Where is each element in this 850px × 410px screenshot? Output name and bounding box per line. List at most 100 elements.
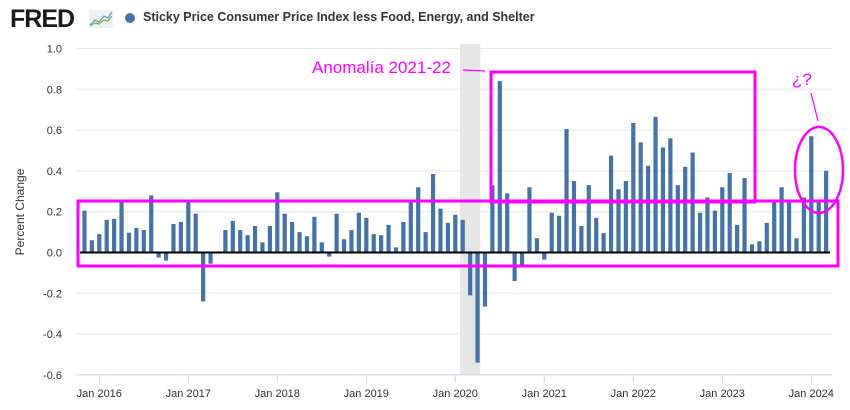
bar bbox=[416, 187, 421, 253]
bar bbox=[742, 178, 747, 253]
y-tick-label: -0.4 bbox=[43, 329, 62, 341]
bar bbox=[171, 223, 176, 253]
bar bbox=[245, 235, 250, 253]
bar bbox=[349, 230, 354, 253]
bar bbox=[208, 252, 213, 264]
bar bbox=[616, 189, 621, 253]
bar bbox=[104, 219, 109, 253]
y-tick-label: 1.0 bbox=[47, 44, 62, 56]
bar bbox=[601, 233, 606, 253]
bar bbox=[557, 215, 562, 253]
y-tick-label: 0.2 bbox=[47, 207, 62, 219]
bar bbox=[638, 142, 643, 253]
bar bbox=[542, 252, 547, 260]
bar bbox=[290, 221, 295, 253]
bar bbox=[141, 230, 146, 253]
line-chart-icon bbox=[89, 10, 113, 28]
bar bbox=[623, 181, 628, 253]
recession-band bbox=[460, 44, 481, 375]
x-tick-label: Jan 2017 bbox=[166, 388, 211, 400]
bar bbox=[809, 136, 814, 253]
x-tick-label: Jan 2016 bbox=[77, 388, 122, 400]
bar bbox=[364, 217, 369, 253]
anomaly-label: Anomalía 2021-22 bbox=[312, 58, 451, 77]
bar bbox=[260, 242, 265, 253]
bar bbox=[668, 138, 673, 253]
bar bbox=[386, 224, 391, 253]
bar bbox=[460, 219, 465, 253]
bar bbox=[594, 217, 599, 253]
bar bbox=[772, 201, 777, 253]
bar bbox=[801, 197, 806, 253]
legend-series-marker bbox=[125, 13, 135, 23]
bar bbox=[163, 252, 169, 261]
bar bbox=[319, 242, 324, 253]
bar bbox=[334, 213, 339, 253]
bar bbox=[816, 201, 821, 253]
chart-header: FRED Sticky Price Consumer Price Index l… bbox=[0, 0, 850, 36]
recent-spike-circle bbox=[793, 125, 845, 215]
bar bbox=[393, 247, 399, 253]
bar bbox=[341, 239, 347, 253]
bar bbox=[549, 212, 554, 253]
bar bbox=[156, 252, 161, 258]
bar bbox=[727, 172, 732, 253]
x-tick-label: Jan 2021 bbox=[522, 388, 567, 400]
bar bbox=[82, 210, 87, 253]
bar bbox=[97, 234, 102, 253]
bar bbox=[89, 240, 94, 253]
bar bbox=[112, 218, 117, 253]
bar bbox=[282, 213, 287, 253]
x-tick-label: Jan 2019 bbox=[344, 388, 389, 400]
bar bbox=[779, 187, 784, 253]
bar bbox=[327, 252, 332, 257]
bar bbox=[653, 116, 658, 253]
bar bbox=[408, 201, 413, 253]
bar bbox=[304, 236, 310, 253]
question-label: ¿? bbox=[792, 70, 812, 89]
bar bbox=[193, 213, 198, 253]
bar bbox=[468, 252, 473, 296]
bar bbox=[646, 165, 651, 253]
bar bbox=[519, 252, 525, 266]
bar bbox=[186, 201, 191, 253]
y-tick-label: 0.6 bbox=[47, 125, 62, 137]
bar bbox=[297, 232, 302, 253]
bar bbox=[527, 187, 532, 253]
bar bbox=[697, 212, 703, 253]
anomaly-label-leader bbox=[462, 69, 486, 72]
bar bbox=[149, 195, 154, 253]
baseline-range-box bbox=[76, 199, 840, 268]
bar bbox=[126, 232, 132, 253]
bar bbox=[134, 228, 139, 253]
fred-logo[interactable]: FRED bbox=[10, 5, 75, 33]
bar bbox=[379, 235, 384, 253]
legend-series-label[interactable]: Sticky Price Consumer Price Index less F… bbox=[143, 10, 535, 24]
bar bbox=[579, 225, 584, 253]
bar bbox=[201, 252, 206, 302]
recession-shading-layer bbox=[460, 44, 481, 375]
bar bbox=[230, 220, 235, 253]
bar bbox=[312, 216, 317, 253]
bar bbox=[631, 122, 636, 253]
bar bbox=[571, 181, 577, 253]
bar bbox=[445, 222, 450, 253]
bar bbox=[371, 234, 376, 253]
bar bbox=[275, 192, 280, 253]
x-tick-label: Jan 2018 bbox=[255, 388, 300, 400]
bar bbox=[586, 185, 591, 253]
bars bbox=[82, 81, 829, 363]
bar bbox=[401, 221, 406, 253]
bar bbox=[794, 238, 799, 253]
bar bbox=[438, 208, 443, 253]
annotations: Anomalía 2021-22 ¿? bbox=[76, 58, 845, 268]
bar bbox=[475, 252, 480, 363]
bar bbox=[608, 155, 614, 253]
x-tick-label: Jan 2020 bbox=[433, 388, 478, 400]
bar bbox=[764, 222, 769, 253]
bar bbox=[505, 193, 510, 253]
bar bbox=[453, 214, 458, 253]
bar bbox=[119, 201, 124, 253]
x-tick-label: Jan 2024 bbox=[789, 388, 834, 400]
